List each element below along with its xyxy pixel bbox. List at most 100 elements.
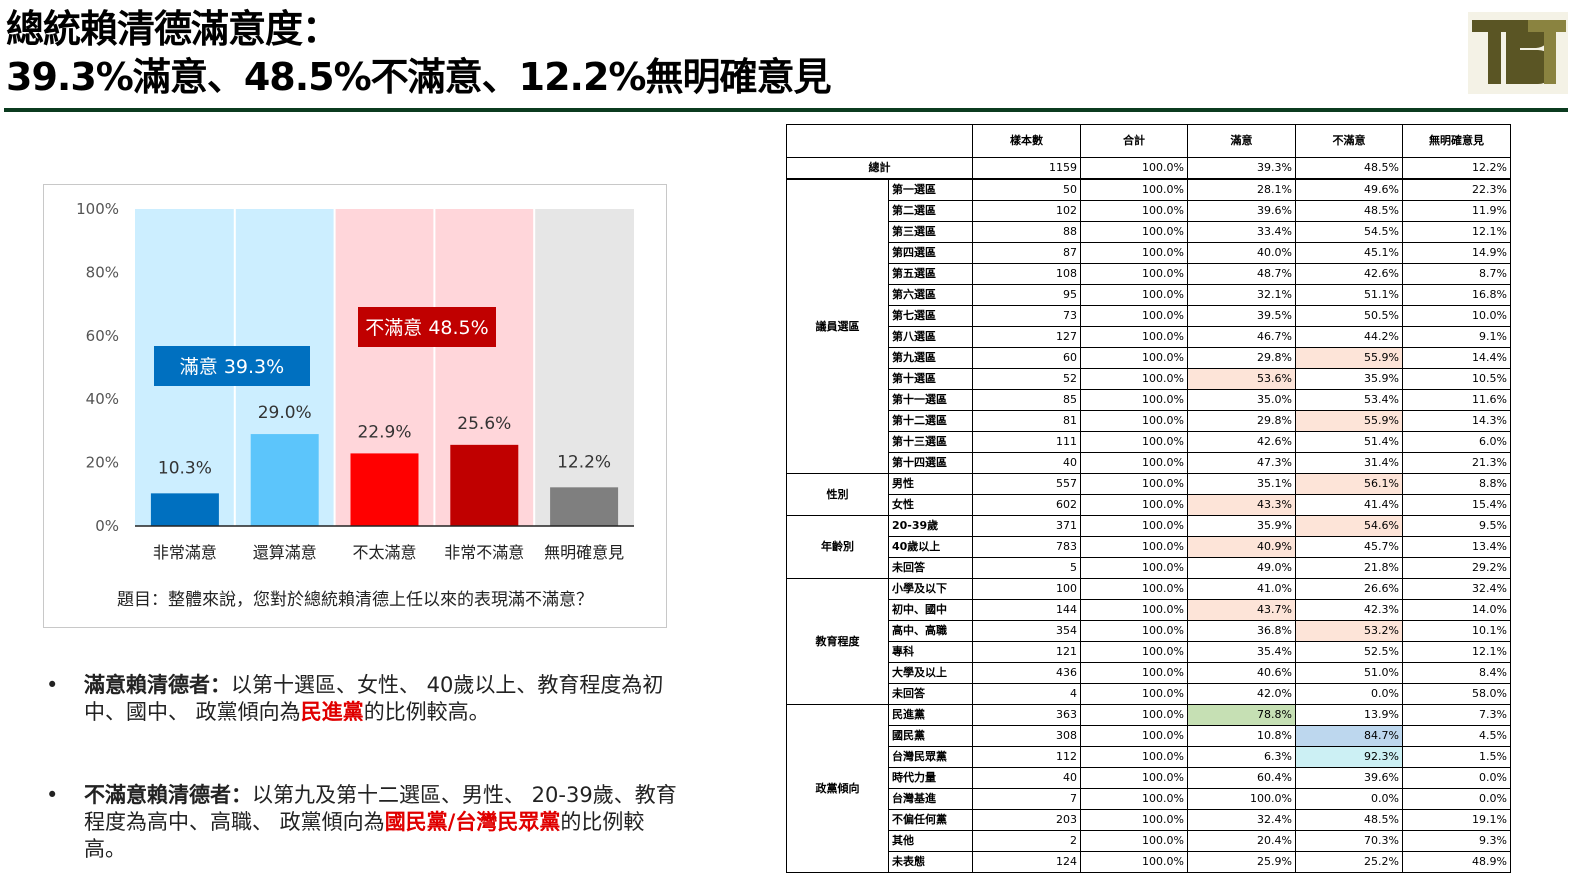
column-header: 樣本數 <box>972 124 1081 158</box>
column-header: 不滿意 <box>1295 124 1403 158</box>
table-cell: 1159 <box>972 157 1081 180</box>
table-cell: 48.5% <box>1295 809 1403 831</box>
data-label: 29.0% <box>258 403 312 423</box>
row-label: 未表態 <box>888 851 973 873</box>
table-row: 時代力量 40 100.0% 60.4% 39.6% 0.0% <box>787 767 1511 789</box>
table-cell: 49.0% <box>1187 557 1296 579</box>
row-label: 第十一選區 <box>888 389 973 411</box>
table-cell: 100.0% <box>1080 809 1188 831</box>
table-cell: 31.4% <box>1295 452 1403 474</box>
bar-3 <box>350 453 419 526</box>
group-callout-box <box>154 346 310 386</box>
table-cell: 42.0% <box>1187 683 1296 705</box>
row-label: 國民黨 <box>888 725 973 747</box>
table-row: 40歲以上 783 100.0% 40.9% 45.7% 13.4% <box>787 536 1511 558</box>
row-label: 第一選區 <box>888 178 973 201</box>
row-label: 40歲以上 <box>888 536 973 558</box>
row-label: 第十選區 <box>888 368 973 390</box>
table-cell: 39.6% <box>1187 200 1296 222</box>
table-cell: 35.9% <box>1295 368 1403 390</box>
x-tick-label: 還算滿意 <box>253 543 317 562</box>
group-label: 性別 <box>786 473 889 516</box>
table-cell: 95 <box>972 284 1081 306</box>
bullet-text: 不滿意賴清德者：以第九及第十二選區、男性、 20-39歲、教育程度為高中、高職、… <box>84 782 684 863</box>
table-cell: 10.0% <box>1402 305 1511 327</box>
table-cell: 371 <box>972 515 1081 537</box>
table-cell: 46.7% <box>1187 326 1296 348</box>
table-corner <box>786 124 973 158</box>
bullet-heading: 不滿意賴清德者： <box>84 783 252 807</box>
row-label: 時代力量 <box>888 767 973 789</box>
table-row: 性別 男性 557 100.0% 35.1% 56.1% 8.8% <box>786 473 1511 516</box>
table-cell: 124 <box>972 851 1081 873</box>
table-cell: 55.9% <box>1295 347 1403 369</box>
row-label: 第十四選區 <box>888 452 973 474</box>
table-cell: 28.1% <box>1187 178 1296 201</box>
table-row: 第十四選區 40 100.0% 47.3% 31.4% 21.3% <box>787 452 1511 474</box>
table-cell: 54.6% <box>1295 515 1403 537</box>
data-label: 22.9% <box>357 422 411 442</box>
row-label: 第六選區 <box>888 284 973 306</box>
table-row: 第九選區 60 100.0% 29.8% 55.9% 14.4% <box>787 347 1511 369</box>
table-cell: 12.1% <box>1402 641 1511 663</box>
row-label: 第八選區 <box>888 326 973 348</box>
table-cell: 48.5% <box>1295 157 1403 180</box>
table-row: 初中、國中 144 100.0% 43.7% 42.3% 14.0% <box>787 599 1511 621</box>
bullet-text: 滿意賴清德者：以第十選區、女性、 40歲以上、教育程度為初中、國中、 政黨傾向為… <box>84 672 684 726</box>
bullet-tail: 的比例較高。 <box>363 700 490 724</box>
table-cell: 8.4% <box>1402 662 1511 684</box>
row-label: 第五選區 <box>888 263 973 285</box>
table-cell: 40.0% <box>1187 242 1296 264</box>
table-cell: 0.0% <box>1295 788 1403 810</box>
bullet-highlight: 民進黨 <box>300 700 364 724</box>
table-cell: 2 <box>972 830 1081 852</box>
table-cell: 45.1% <box>1295 242 1403 264</box>
table-cell: 13.9% <box>1295 704 1403 726</box>
table-cell: 100.0% <box>1080 662 1188 684</box>
table-cell: 0.0% <box>1295 683 1403 705</box>
table-cell: 35.4% <box>1187 641 1296 663</box>
row-label: 第七選區 <box>888 305 973 327</box>
table-cell: 203 <box>972 809 1081 831</box>
table-row: 第八選區 127 100.0% 46.7% 44.2% 9.1% <box>787 326 1511 348</box>
bullet-highlight: 國民黨/台灣民眾黨 <box>384 810 561 834</box>
table-cell: 144 <box>972 599 1081 621</box>
row-label: 高中、高職 <box>888 620 973 642</box>
table-cell: 1.5% <box>1402 746 1511 768</box>
y-tick-label: 60% <box>86 327 119 345</box>
table-row: 第七選區 73 100.0% 39.5% 50.5% 10.0% <box>787 305 1511 327</box>
table-cell: 40.9% <box>1187 536 1296 558</box>
table-cell: 42.6% <box>1295 263 1403 285</box>
table-cell: 14.4% <box>1402 347 1511 369</box>
table-cell: 35.0% <box>1187 389 1296 411</box>
table-cell: 41.4% <box>1295 494 1403 516</box>
table-cell: 100.0% <box>1080 410 1188 432</box>
table-cell: 29.2% <box>1402 557 1511 579</box>
x-tick-label: 非常滿意 <box>153 543 217 562</box>
table-cell: 50.5% <box>1295 305 1403 327</box>
row-label: 未回答 <box>888 683 973 705</box>
table-cell: 100.0% <box>1080 557 1188 579</box>
table-cell: 36.8% <box>1187 620 1296 642</box>
group-callout-label: 不滿意 48.5% <box>365 317 488 339</box>
table-cell: 13.4% <box>1402 536 1511 558</box>
table-cell: 21.3% <box>1402 452 1511 474</box>
table-row: 未表態 124 100.0% 25.9% 25.2% 48.9% <box>787 851 1511 873</box>
table-cell: 56.1% <box>1295 473 1403 495</box>
table-cell: 100.0% <box>1080 221 1188 243</box>
data-label: 12.2% <box>557 452 611 472</box>
table-cell: 100.0% <box>1080 683 1188 705</box>
table-row: 教育程度 小學及以下 100 100.0% 41.0% 26.6% 32.4% <box>786 578 1511 705</box>
row-label: 台灣民眾黨 <box>888 746 973 768</box>
table-cell: 26.6% <box>1295 578 1403 600</box>
table-cell: 8.8% <box>1402 473 1511 495</box>
table-cell: 6.0% <box>1402 431 1511 453</box>
table-cell: 783 <box>972 536 1081 558</box>
y-tick-label: 80% <box>86 263 119 281</box>
table-cell: 55.9% <box>1295 410 1403 432</box>
table-cell: 54.5% <box>1295 221 1403 243</box>
table-cell: 100.0% <box>1080 284 1188 306</box>
table-cell: 73 <box>972 305 1081 327</box>
bullet-tail: 的比例較高。 <box>84 810 645 861</box>
row-label: 第十三選區 <box>888 431 973 453</box>
